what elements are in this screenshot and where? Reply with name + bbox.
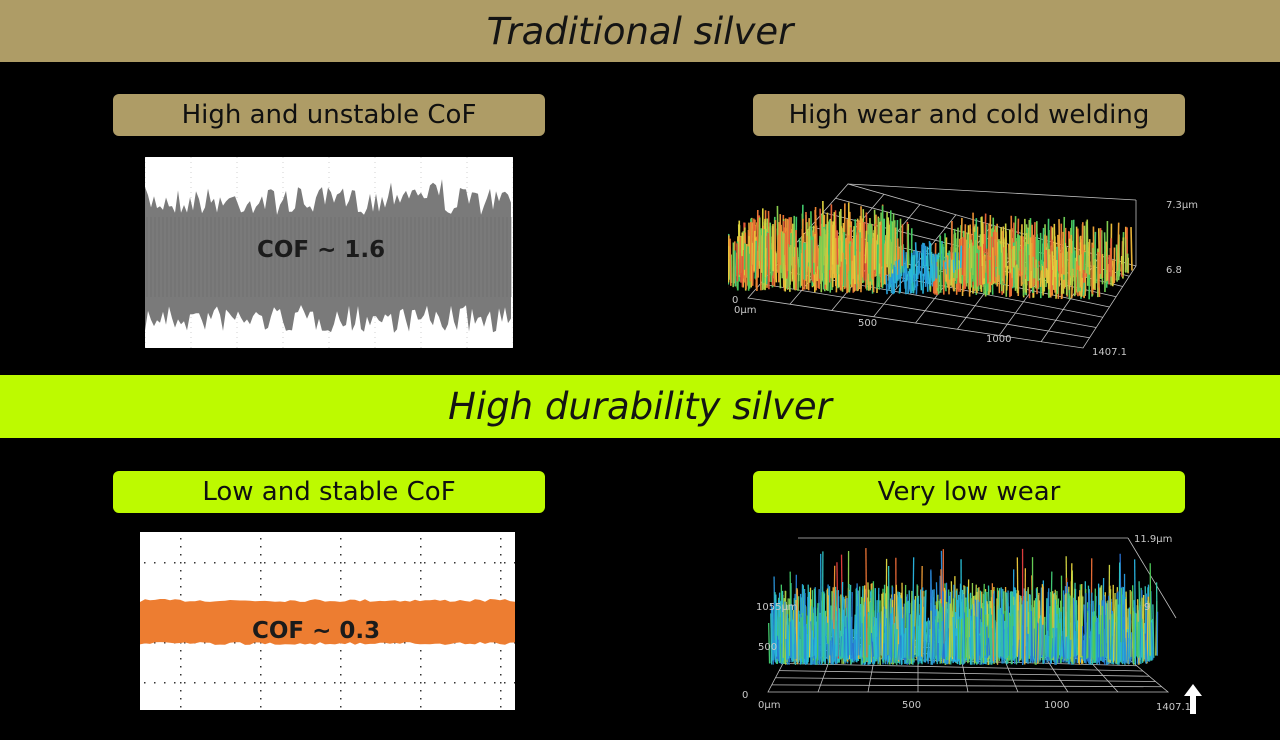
high-durability-cof-trace xyxy=(140,599,515,645)
up-arrow-icon xyxy=(1184,684,1202,714)
traditional-cof-caption: High and unstable CoF xyxy=(113,94,545,136)
high-durability-y-tick-500: 500 xyxy=(758,642,777,653)
traditional-x-tick-1407: 1407.1 xyxy=(1092,347,1127,358)
high-durability-wear-caption: Very low wear xyxy=(753,471,1185,513)
high-durability-x-tick-1407: 1407.1 xyxy=(1156,702,1191,713)
high-durability-wear-svg: 11.9µm 9 1055µm 500 0 0µm 500 1000 1407.… xyxy=(742,534,1191,713)
high-durability-silver-banner: High durability silver xyxy=(0,375,1280,438)
high-durability-x-unit-label: 0µm xyxy=(758,700,780,711)
high-durability-y-tick-1055: 1055µm xyxy=(756,602,798,613)
traditional-wear-caption-text: High wear and cold welding xyxy=(788,100,1150,130)
high-durability-cof-caption: Low and stable CoF xyxy=(113,471,545,513)
traditional-cof-svg: COF ~ 1.6 xyxy=(145,157,513,348)
traditional-silver-title: Traditional silver xyxy=(486,9,794,53)
traditional-wear-caption: High wear and cold welding xyxy=(753,94,1185,136)
high-durability-z-max-label: 11.9µm xyxy=(1134,534,1172,545)
traditional-origin-label: 0 xyxy=(732,295,738,306)
traditional-z-max-label: 7.3µm xyxy=(1166,200,1198,211)
high-durability-cof-svg: COF ~ 0.3 xyxy=(140,538,515,708)
traditional-x-tick-1000: 1000 xyxy=(986,334,1011,345)
traditional-wear-surface: 7.3µm 6.8 0 0µm 500 1000 1407.1 xyxy=(728,170,1218,365)
traditional-x-unit-label: 0µm xyxy=(734,305,756,316)
high-durability-z-mid-label: 9 xyxy=(1144,602,1150,613)
high-durability-wear-caption-text: Very low wear xyxy=(877,477,1061,507)
traditional-wear-svg: 7.3µm 6.8 0 0µm 500 1000 1407.1 xyxy=(728,183,1198,358)
high-durability-cof-plot: COF ~ 0.3 xyxy=(140,532,515,710)
traditional-z-mid-label: 6.8 xyxy=(1166,265,1182,276)
high-durability-cof-label: COF ~ 0.3 xyxy=(252,618,380,644)
traditional-cof-caption-text: High and unstable CoF xyxy=(181,100,477,130)
high-durability-cof-caption-text: Low and stable CoF xyxy=(202,477,456,507)
high-durability-wear-surface: 11.9µm 9 1055µm 500 0 0µm 500 1000 1407.… xyxy=(738,530,1218,725)
traditional-cof-trace xyxy=(145,179,511,333)
high-durability-origin-label: 0 xyxy=(742,690,748,701)
traditional-cof-label: COF ~ 1.6 xyxy=(257,237,385,263)
high-durability-x-tick-1000: 1000 xyxy=(1044,700,1069,711)
traditional-cof-plot: COF ~ 1.6 xyxy=(145,157,513,348)
high-durability-x-tick-500: 500 xyxy=(902,700,921,711)
traditional-x-tick-500: 500 xyxy=(858,318,877,329)
high-durability-silver-title: High durability silver xyxy=(448,385,832,428)
traditional-silver-banner: Traditional silver xyxy=(0,0,1280,62)
